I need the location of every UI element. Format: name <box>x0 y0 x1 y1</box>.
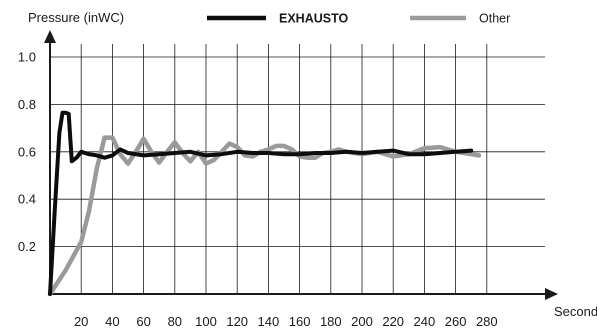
y-tick-label: 0.6 <box>18 144 36 159</box>
y-tick-label: 0.2 <box>18 239 36 254</box>
x-axis-title: Seconds <box>554 304 597 319</box>
x-gridlines <box>80 44 488 294</box>
x-tick-label: 140 <box>258 314 280 329</box>
x-tick-label: 180 <box>320 314 342 329</box>
x-tick-label: 40 <box>105 314 119 329</box>
legend: EXHAUSTO Other <box>207 12 510 26</box>
y-axis-title: Pressure (inWC) <box>28 10 124 25</box>
y-tick-label: 0.8 <box>18 97 36 112</box>
x-tick-label: 80 <box>168 314 182 329</box>
y-axis-arrow <box>44 30 56 43</box>
x-tick-label: 200 <box>351 314 373 329</box>
legend-label: Other <box>479 12 510 26</box>
series-line-exhausto <box>48 110 474 296</box>
series-line-other <box>47 135 482 297</box>
y-tick-label: 0.4 <box>18 192 36 207</box>
x-tick-label: 100 <box>195 314 217 329</box>
x-tick-label: 160 <box>289 314 311 329</box>
y-tick-labels: 0.2 0.4 0.6 0.8 1.0 <box>18 50 36 255</box>
x-tick-label: 60 <box>136 314 150 329</box>
x-tick-label: 220 <box>382 314 404 329</box>
x-tick-label: 120 <box>226 314 248 329</box>
axes <box>44 30 558 300</box>
x-axis-arrow <box>545 288 558 300</box>
y-tick-label: 1.0 <box>18 50 36 65</box>
series-lines <box>47 110 482 297</box>
x-tick-label: 20 <box>74 314 88 329</box>
legend-label: EXHAUSTO <box>279 12 349 26</box>
x-tick-label: 260 <box>445 314 467 329</box>
x-tick-label: 240 <box>414 314 436 329</box>
x-tick-labels: 20 40 60 80 100 120 140 160 180 200 220 240 260 280 <box>74 314 498 329</box>
x-tick-label: 280 <box>476 314 498 329</box>
